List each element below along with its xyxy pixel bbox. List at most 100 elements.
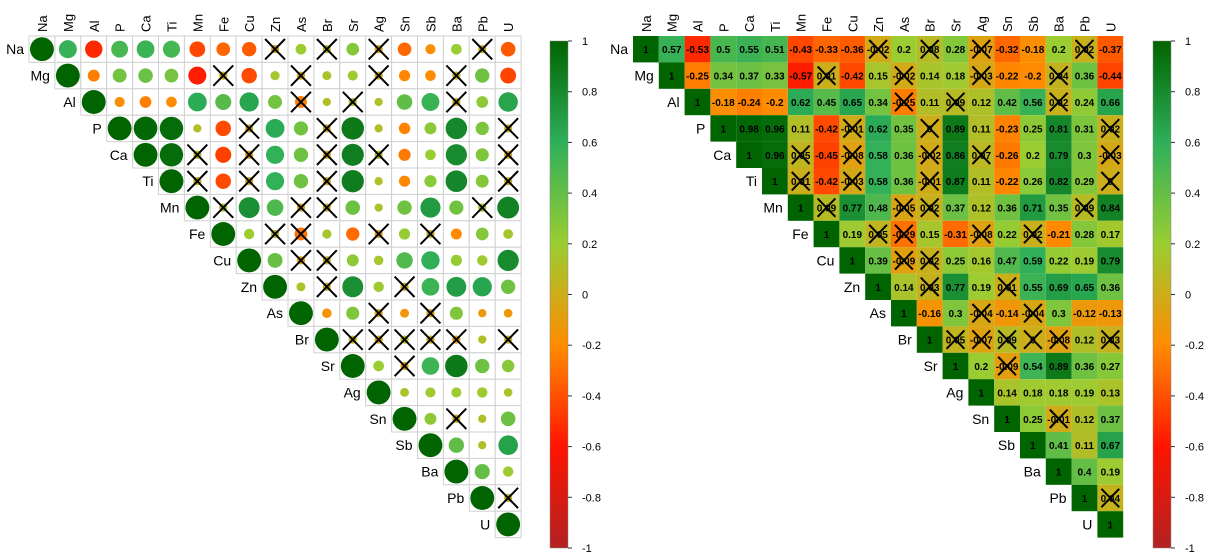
correlation-value: -0.22 [996, 72, 1019, 83]
cell-al-ba [442, 88, 470, 116]
correlation-circle [58, 40, 77, 59]
cell-fe-sr: -0.31 [942, 220, 969, 248]
correlation-value: 1 [721, 124, 727, 135]
cell-al-zn [261, 88, 289, 116]
cell-fe-ag: -0.08 [968, 220, 995, 248]
cell-zn-ag: 0.19 [968, 273, 995, 300]
correlation-circle [445, 170, 468, 193]
correlation-circle [293, 147, 309, 162]
cell-cu-pb [468, 246, 496, 275]
correlation-value: 0.57 [662, 45, 682, 56]
cell-mn-zn: 0.48 [865, 194, 891, 221]
cell-zn-as [287, 273, 315, 301]
cell-br-sr [339, 325, 367, 354]
correlation-value: -0.26 [996, 151, 1019, 162]
correlation-value: 0.67 [1101, 441, 1121, 452]
cell-cu-cu [235, 246, 263, 275]
cell-sb-ba [442, 431, 470, 459]
cell-fill [839, 88, 866, 116]
cell-mn-fe [209, 193, 237, 222]
cell-p-ba: 0.81 [1045, 115, 1072, 142]
correlation-circle [216, 42, 231, 57]
cell-fill [839, 220, 866, 248]
correlation-circle [451, 43, 462, 55]
cell-ca-ag: 0.07 [968, 141, 995, 168]
cell-ti-u: 0 [1097, 168, 1124, 195]
correlation-circle [314, 327, 339, 352]
cell-ca-u [494, 141, 522, 169]
cell-bg [391, 114, 419, 143]
column-label-na: Na [639, 15, 654, 32]
correlation-circle [420, 197, 441, 218]
correlation-circle [451, 387, 462, 398]
cell-fill [1071, 326, 1098, 353]
cell-p-p: 1 [710, 115, 737, 142]
cell-p-sr: 0.89 [942, 115, 969, 142]
cell-fill [1071, 405, 1098, 432]
correlation-value: 0.2 [1052, 45, 1066, 56]
cell-na-cu: -0.36 [839, 36, 866, 63]
correlation-circle [162, 40, 180, 58]
cell-mg-ti [158, 61, 185, 90]
cell-fill [633, 36, 659, 63]
cell-fill [736, 141, 762, 168]
cell-fill [1045, 458, 1072, 485]
cell-fill [1045, 247, 1072, 274]
insignificant-x-mark [316, 38, 338, 61]
correlation-circle [501, 359, 515, 373]
cell-pb-pb: 1 [1071, 484, 1098, 512]
cell-fill [839, 247, 866, 274]
cell-mn-ba: 0.35 [1045, 194, 1072, 221]
column-label-u: U [501, 23, 516, 32]
column-label-zn: Zn [871, 17, 886, 32]
cell-ti-sn [391, 167, 419, 195]
insignificant-x-mark [367, 64, 390, 87]
correlation-circle [424, 175, 437, 188]
cell-sb-pb: 0.11 [1071, 432, 1098, 459]
correlation-value: 0.2 [1026, 151, 1040, 162]
correlation-circle [398, 122, 411, 135]
cell-mg-pb [468, 61, 496, 90]
cell-br-sn: 0.09 [994, 326, 1020, 353]
cell-na-fe [209, 35, 237, 63]
insignificant-x-mark [290, 91, 312, 113]
correlation-circle [293, 121, 309, 136]
row-label-mn: Mn [160, 200, 179, 216]
cell-ti-zn: 0.58 [865, 168, 891, 195]
correlation-circle [446, 276, 467, 297]
correlation-value: -0.24 [738, 98, 761, 109]
cell-fe-pb [468, 220, 496, 248]
cell-sn-pb [468, 405, 496, 433]
correlation-circle [345, 200, 361, 215]
correlation-value: 1 [1108, 520, 1114, 531]
cell-sr-ag: 0.2 [968, 352, 995, 380]
correlation-circle [238, 197, 260, 219]
correlation-circle [265, 172, 285, 191]
insignificant-x-mark [1100, 488, 1120, 508]
cell-cu-ag: 0.16 [968, 247, 995, 274]
correlation-circle [215, 120, 231, 137]
cell-ti-zn [261, 167, 289, 195]
cell-ca-cu: -0.08 [839, 141, 866, 168]
cell-cu-ba [442, 246, 470, 275]
correlation-value: 0.89 [946, 124, 966, 135]
correlation-circle [81, 90, 106, 114]
cell-fill [1071, 379, 1098, 406]
cell-cu-br [313, 246, 341, 275]
correlation-circle [400, 387, 410, 397]
cell-cu-sn: 0.47 [994, 247, 1020, 274]
correlation-value: -0.42 [815, 177, 838, 188]
correlation-circle [398, 175, 411, 187]
cell-al-ti [158, 88, 185, 116]
cell-ti-ba [442, 167, 470, 195]
cell-ba-pb: 0.4 [1071, 458, 1098, 485]
column-label-p: P [113, 23, 128, 32]
cell-p-cu: -0.01 [839, 115, 866, 142]
row-label-ag: Ag [344, 384, 361, 400]
cell-fe-sb: 0.02 [1020, 220, 1046, 248]
cell-fe-u: 0.17 [1097, 220, 1124, 248]
row-label-sn: Sn [972, 411, 989, 427]
row-label-zn: Zn [844, 279, 860, 295]
cell-ba-ba [442, 457, 470, 486]
cell-mn-ag: 0.12 [968, 194, 995, 221]
